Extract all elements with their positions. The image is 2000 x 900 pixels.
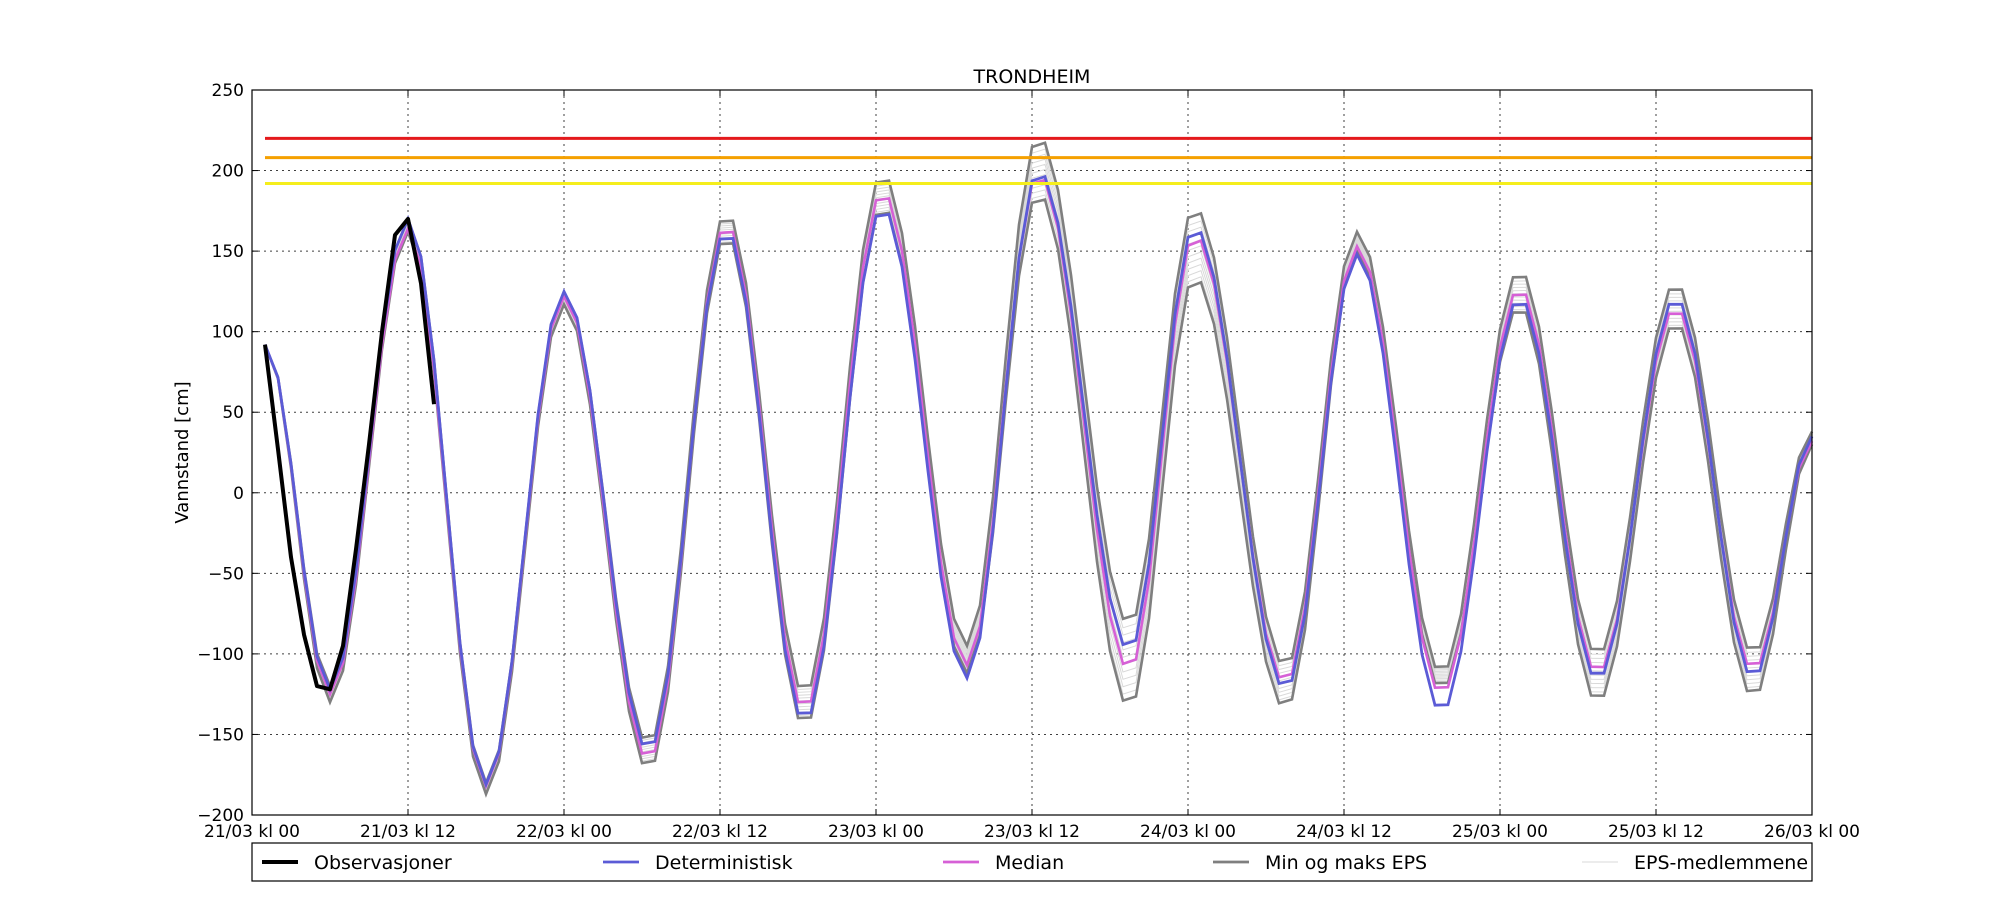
y-tick-label: 250 (212, 81, 244, 101)
y-tick-label: 100 (212, 323, 244, 343)
y-axis-label: Vannstand [cm] (172, 381, 193, 523)
x-tick-label: 23/03 kl 00 (828, 822, 924, 842)
x-tick-label: 23/03 kl 12 (984, 822, 1080, 842)
eps-members-layer (264, 148, 1813, 795)
eps-member-line (264, 148, 1813, 786)
eps-member-line (264, 184, 1813, 793)
y-tick-label: −200 (197, 806, 244, 826)
y-tick-label: −150 (197, 725, 244, 745)
x-tick-label: 24/03 kl 12 (1296, 822, 1392, 842)
x-tick-label: 21/03 kl 12 (360, 822, 456, 842)
eps-member-line (264, 153, 1813, 787)
threshold-layer (265, 136, 1812, 185)
legend: Observasjoner Deterministisk Median Min og … (251, 842, 1813, 882)
eps-min-line (263, 198, 1814, 798)
y-tick-label: 50 (222, 403, 244, 423)
legend-items: Observasjoner Deterministisk Median Min og … (262, 852, 1808, 874)
y-tick-label: 0 (233, 484, 244, 504)
legend-label: Deterministisk (655, 852, 793, 874)
observations-line (263, 216, 436, 692)
chart-title: TRONDHEIM (973, 66, 1091, 88)
x-tick-label: 25/03 kl 00 (1452, 822, 1548, 842)
median-line (263, 178, 1814, 790)
x-tick-label: 26/03 kl 00 (1764, 822, 1860, 842)
legend-label: Median (995, 852, 1064, 874)
eps-member-line (264, 168, 1813, 790)
y-tick-label: −50 (208, 564, 244, 584)
legend-frame (251, 842, 1813, 882)
eps-member-line (264, 194, 1813, 795)
y-tick-label: 150 (212, 242, 244, 262)
x-tick-label: 22/03 kl 12 (672, 822, 768, 842)
y-tick-label: −100 (197, 645, 244, 665)
x-tick-label: 22/03 kl 00 (516, 822, 612, 842)
x-tick-label: 25/03 kl 12 (1608, 822, 1704, 842)
legend-label: Observasjoner (314, 852, 452, 874)
legend-label: Min og maks EPS (1265, 852, 1427, 874)
axis-layer: 21/03 kl 00 21/03 kl 12 22/03 kl 00 22/03 k… (197, 81, 1860, 842)
legend-label: EPS-medlemmene (1634, 852, 1808, 874)
eps-member-line (264, 173, 1813, 791)
eps-max-line (263, 141, 1814, 787)
series-layer (263, 141, 1814, 798)
eps-member-line (264, 158, 1813, 788)
eps-member-line (264, 189, 1813, 794)
x-tick-label: 21/03 kl 00 (204, 822, 300, 842)
y-tick-label: 200 (212, 162, 244, 182)
eps-member-line (264, 179, 1813, 792)
x-tick-label: 24/03 kl 00 (1140, 822, 1236, 842)
eps-member-line (264, 163, 1813, 789)
deterministic-line (263, 174, 1814, 789)
